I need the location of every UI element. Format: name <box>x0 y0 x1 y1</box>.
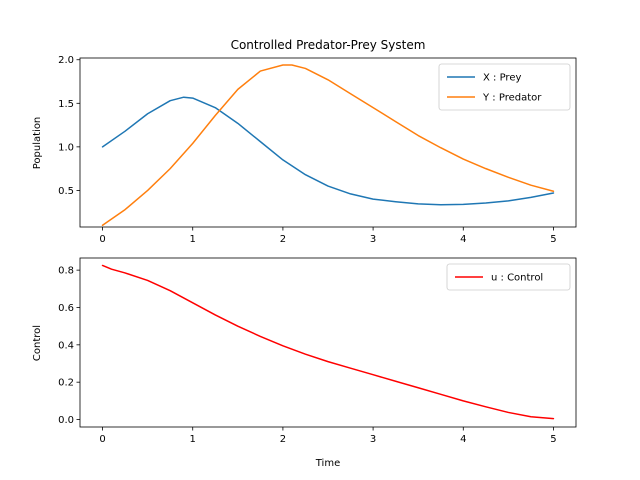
x-tick-label: 1 <box>190 234 196 245</box>
y-tick-label: 0.0 <box>58 415 74 426</box>
population-panel: Controlled Predator-Prey System Populati… <box>32 38 577 245</box>
y-tick-label: 1.0 <box>58 142 74 153</box>
series-line-y <box>101 64 555 227</box>
tick-group: 0 1 2 3 4 5 0.0 0.2 0.4 0.6 0.8 <box>58 266 557 445</box>
series-line-u <box>101 264 555 420</box>
x-tick-label: 4 <box>460 434 466 445</box>
y-tick-label: 0.6 <box>58 303 74 314</box>
legend-label: X : Prey <box>483 73 521 84</box>
x-tick-label: 0 <box>99 234 105 245</box>
y-tick-label: 1.5 <box>58 99 74 110</box>
legend-box <box>446 263 571 291</box>
x-tick-label: 3 <box>370 434 376 445</box>
series-group <box>101 64 555 227</box>
tick-group: 0 1 2 3 4 5 0.5 1.0 1.5 2.0 <box>58 55 557 245</box>
y-tick-label: 0.2 <box>58 378 74 389</box>
y-axis-label-control: Control <box>32 325 43 361</box>
legend-label: Y : Predator <box>482 93 542 104</box>
legend: u : Control <box>446 263 571 291</box>
x-axis-label-time: Time <box>315 458 340 469</box>
legend-box <box>438 63 571 111</box>
y-tick-label: 0.8 <box>58 266 74 277</box>
x-tick-label: 5 <box>550 234 556 245</box>
y-tick-label: 0.4 <box>58 340 74 351</box>
x-tick-label: 2 <box>280 434 286 445</box>
x-tick-label: 1 <box>190 434 196 445</box>
series-line-x <box>101 96 555 206</box>
control-panel: Control Time 0 1 2 3 4 5 0.0 0.2 0.4 0.6 0.8 u : C… <box>32 257 577 469</box>
legend: X : Prey Y : Predator <box>438 63 571 111</box>
x-tick-label: 4 <box>460 234 466 245</box>
y-tick-label: 0.5 <box>58 186 74 197</box>
x-tick-label: 0 <box>99 434 105 445</box>
x-tick-label: 3 <box>370 234 376 245</box>
y-tick-label: 2.0 <box>58 55 74 66</box>
chart-title: Controlled Predator-Prey System <box>231 38 426 52</box>
plot-area-frame <box>79 57 577 228</box>
plot-area-frame <box>79 257 577 428</box>
series-group <box>101 264 555 420</box>
x-tick-label: 5 <box>550 434 556 445</box>
x-tick-label: 2 <box>280 234 286 245</box>
legend-label: u : Control <box>491 273 543 284</box>
y-axis-label-population: Population <box>32 117 43 170</box>
